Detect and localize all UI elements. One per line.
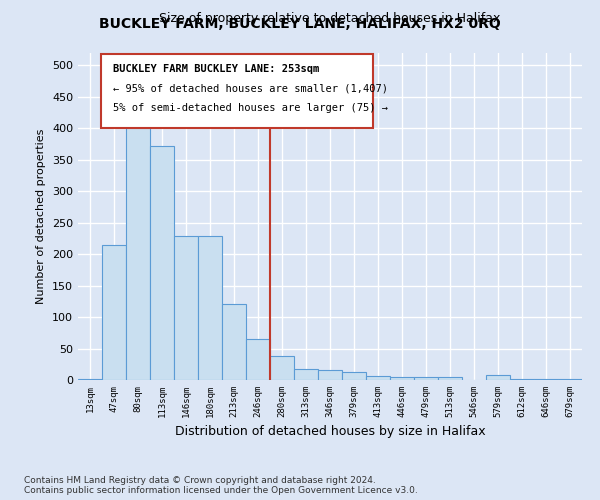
Bar [246,339,270,380]
Bar [414,377,438,380]
Bar [78,378,102,380]
Bar [366,376,390,380]
Text: BUCKLEY FARM, BUCKLEY LANE, HALIFAX, HX2 0RQ: BUCKLEY FARM, BUCKLEY LANE, HALIFAX, HX2… [99,18,501,32]
Text: 5% of semi-detached houses are larger (75) →: 5% of semi-detached houses are larger (7… [113,104,388,114]
Bar [486,375,510,380]
Title: Size of property relative to detached houses in Halifax: Size of property relative to detached ho… [160,12,500,25]
Text: Contains HM Land Registry data © Crown copyright and database right 2024.: Contains HM Land Registry data © Crown c… [24,476,376,485]
Bar [150,146,174,380]
Bar [222,304,246,380]
X-axis label: Distribution of detached houses by size in Halifax: Distribution of detached houses by size … [175,426,485,438]
Bar [510,378,534,380]
Bar [438,377,462,380]
Bar [174,236,198,380]
Bar [342,372,366,380]
Bar [270,356,294,380]
Bar [294,368,318,380]
Text: BUCKLEY FARM BUCKLEY LANE: 253sqm: BUCKLEY FARM BUCKLEY LANE: 253sqm [113,64,320,74]
Bar [126,125,150,380]
Bar [318,370,342,380]
FancyBboxPatch shape [101,54,373,128]
Bar [390,377,414,380]
Y-axis label: Number of detached properties: Number of detached properties [37,128,46,304]
Bar [198,236,222,380]
Text: ← 95% of detached houses are smaller (1,407): ← 95% of detached houses are smaller (1,… [113,84,388,94]
Bar [102,244,126,380]
Text: Contains public sector information licensed under the Open Government Licence v3: Contains public sector information licen… [24,486,418,495]
